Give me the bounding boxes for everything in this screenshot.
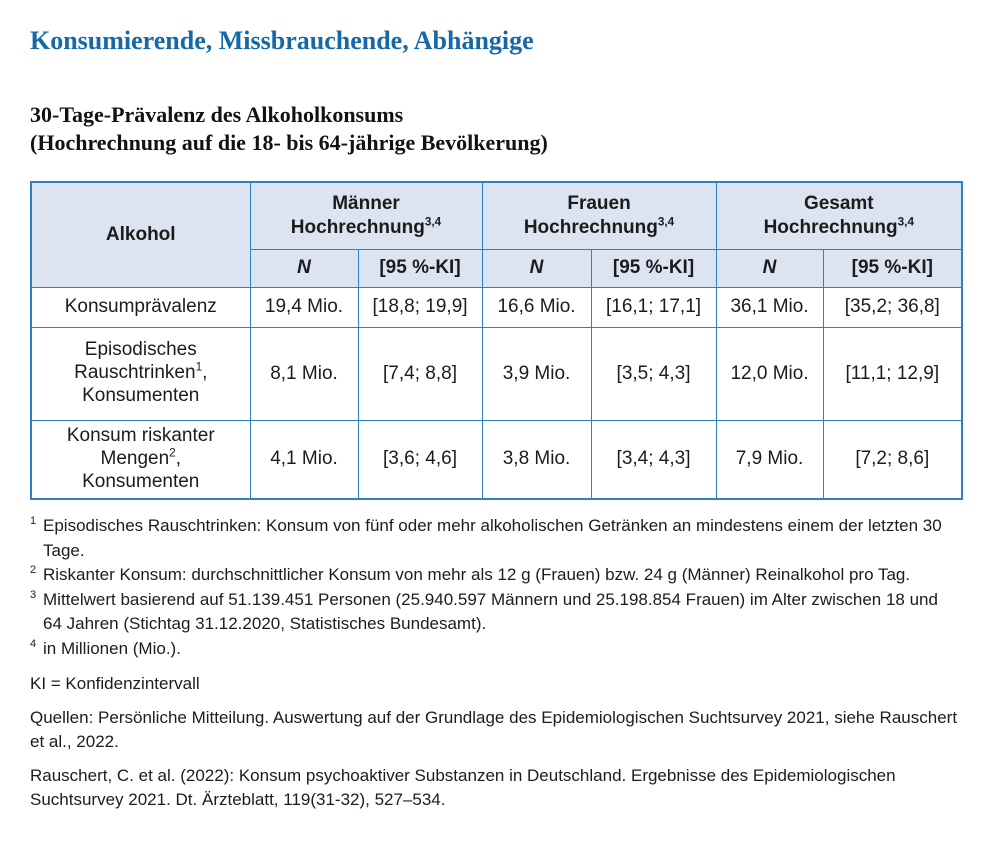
- table-heading: 30-Tage-Prävalenz des Alkoholkonsums (Ho…: [30, 101, 961, 158]
- cell-maenner-ki: [7,4; 8,8]: [357, 326, 483, 421]
- footnote-1-marker: 1: [30, 515, 37, 528]
- cell-frauen-n: 3,9 Mio.: [481, 326, 592, 421]
- row-label-sup: 2: [169, 446, 176, 460]
- cell-frauen-ki: [3,5; 4,3]: [590, 326, 717, 421]
- cell-frauen-n: 16,6 Mio.: [481, 286, 592, 328]
- row-label: Konsum riskanter Mengen2, Konsumenten: [30, 419, 251, 500]
- table-row-riskanter-konsum: Konsum riskanter Mengen2, Konsumenten 4,…: [30, 419, 963, 500]
- cell-maenner-n: 8,1 Mio.: [249, 326, 359, 421]
- footnote-4-marker: 4: [30, 637, 37, 650]
- footnote-2-marker: 2: [30, 564, 37, 577]
- table-row-rauschtrinken: Episodisches Rauschtrinken1, Konsumenten…: [30, 326, 963, 421]
- group-header-gesamt-line1: Gesamt: [803, 193, 874, 215]
- cell-frauen-ki: [3,4; 4,3]: [590, 419, 717, 500]
- group-header-frauen-line2: Hochrechnung3,4: [487, 216, 712, 240]
- subheader-n-maenner: N: [249, 248, 359, 288]
- row-label-text: Konsum riskanter Mengen: [66, 425, 215, 469]
- group-header-maenner-text: Hochrechnung: [290, 216, 425, 238]
- cell-maenner-n: 19,4 Mio.: [249, 286, 359, 328]
- footnote-3-text: Mittelwert basierend auf 51.139.451 Pers…: [43, 589, 938, 634]
- row-label-sup: 1: [195, 360, 203, 374]
- group-header-maenner-line2: Hochrechnung3,4: [255, 216, 478, 240]
- cell-maenner-n: 4,1 Mio.: [249, 419, 359, 500]
- cell-maenner-ki: [3,6; 4,6]: [357, 419, 483, 500]
- row-label: Episodisches Rauschtrinken1, Konsumenten: [30, 326, 251, 421]
- group-header-gesamt-sup: 3,4: [897, 215, 914, 229]
- cell-gesamt-n: 36,1 Mio.: [715, 286, 824, 328]
- subheader-ki-maenner: [95 %-KI]: [357, 248, 483, 288]
- source-quellen: Quellen: Persönliche Mitteilung. Auswert…: [30, 707, 958, 752]
- footnote-1-text: Episodisches Rauschtrinken: Konsum von f…: [43, 516, 942, 560]
- table-group-header-row: Alkohol Männer Hochrechnung3,4 Frauen Hoch…: [30, 181, 963, 288]
- cell-frauen-ki: [16,1; 17,1]: [590, 286, 717, 328]
- footnote-4-text: in Millionen (Mio.).: [43, 638, 181, 658]
- group-header-frauen-text: Hochrechnung: [523, 216, 658, 238]
- footnote-3-marker: 3: [30, 588, 37, 601]
- group-header-frauen: Frauen Hochrechnung3,4: [481, 181, 717, 250]
- cell-gesamt-ki: [35,2; 36,8]: [822, 286, 963, 328]
- footnote-3: 3 Mittelwert basierend auf 51.139.451 Per…: [30, 588, 961, 637]
- table-heading-line1: 30-Tage-Prävalenz des Alkoholkonsums: [30, 101, 404, 127]
- group-header-gesamt-text: Hochrechnung: [763, 216, 898, 238]
- cell-gesamt-n: 12,0 Mio.: [715, 326, 824, 421]
- footnote-4: 4 in Millionen (Mio.).: [30, 637, 961, 662]
- group-header-frauen-line1: Frauen: [567, 193, 631, 215]
- subheader-ki-gesamt: [95 %-KI]: [822, 248, 963, 288]
- prevalence-table: Alkohol Männer Hochrechnung3,4 Frauen Hoch…: [30, 181, 964, 501]
- subheader-ki-frauen: [95 %-KI]: [590, 248, 717, 288]
- group-header-gesamt: Gesamt Hochrechnung3,4: [715, 181, 963, 250]
- table-heading-line2: (Hochrechnung auf die 18- bis 64-jährige…: [30, 130, 548, 156]
- table-subheader-row: N [95 %-KI] N [95 %-KI] N [95 %-KI]: [31, 248, 963, 288]
- subheader-n-gesamt: N: [715, 248, 824, 288]
- group-header-gesamt-line2: Hochrechnung3,4: [721, 216, 958, 240]
- cell-maenner-ki: [18,8; 19,9]: [357, 286, 483, 328]
- abbreviation-note: KI = Konfidenzintervall: [30, 674, 200, 694]
- group-header-maenner-line1: Männer: [332, 193, 400, 215]
- row-label-text: Konsumprävalenz: [64, 295, 217, 317]
- footnote-2-text: Riskanter Konsum: durchschnittlicher Kon…: [43, 565, 911, 585]
- cell-gesamt-n: 7,9 Mio.: [715, 419, 824, 500]
- group-header-maenner: Männer Hochrechnung3,4: [249, 181, 483, 250]
- footnote-2: 2 Riskanter Konsum: durchschnittlicher Ko…: [30, 563, 961, 588]
- cell-gesamt-ki: [7,2; 8,6]: [822, 419, 963, 500]
- table-row-konsumpraevalenz: Konsumprävalenz 19,4 Mio. [18,8; 19,9] 1…: [30, 286, 963, 328]
- footnote-1: 1 Episodisches Rauschtrinken: Konsum von …: [30, 514, 961, 563]
- row-label-text2: , Konsumenten: [82, 362, 208, 406]
- group-header-frauen-sup: 3,4: [657, 215, 675, 229]
- source-reference: Rauschert, C. et al. (2022): Konsum psyc…: [30, 765, 896, 810]
- row-label-text2: , Konsumenten: [82, 447, 200, 492]
- subheader-n-frauen: N: [481, 248, 592, 288]
- row-label-text: Episodisches Rauschtrinken: [74, 339, 197, 384]
- group-header-maenner-sup: 3,4: [424, 215, 442, 229]
- cell-frauen-n: 3,8 Mio.: [481, 419, 592, 500]
- footnotes: 1 Episodisches Rauschtrinken: Konsum von …: [30, 514, 961, 661]
- row-label: Konsumprävalenz: [30, 286, 251, 328]
- column-header-alkohol: Alkohol: [30, 181, 251, 288]
- page: Konsumierende, Missbrauchende, Abhängige…: [30, 26, 964, 810]
- page-title: Konsumierende, Missbrauchende, Abhängige: [30, 26, 534, 55]
- cell-gesamt-ki: [11,1; 12,9]: [822, 326, 963, 421]
